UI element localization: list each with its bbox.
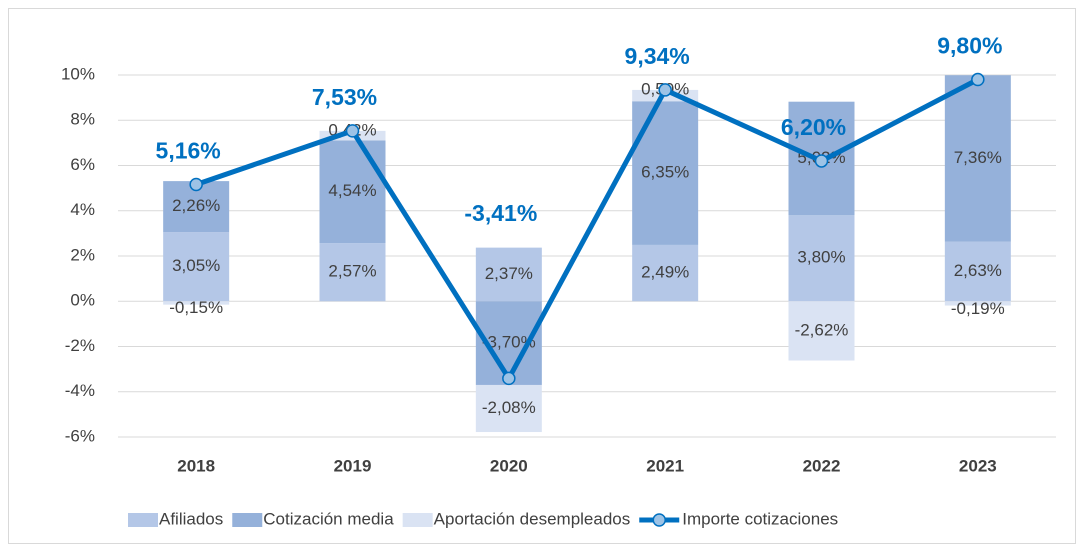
data-label: -3,70% xyxy=(482,333,536,352)
bar-segment xyxy=(788,215,855,302)
x-tick-label: 2020 xyxy=(490,456,528,475)
legend-swatch xyxy=(402,513,433,527)
line-label: -3,41% xyxy=(464,200,537,226)
y-tick-label: 10% xyxy=(61,64,95,83)
legend-label: Afiliados xyxy=(159,509,223,528)
data-label: 3,80% xyxy=(797,248,845,267)
legend-swatch xyxy=(232,513,263,527)
line-marker xyxy=(814,154,829,168)
y-tick-label: -6% xyxy=(65,426,95,445)
data-label: 2,49% xyxy=(641,263,689,282)
line-marker xyxy=(189,177,203,192)
x-tick-label: 2023 xyxy=(959,456,997,475)
line-label: 9,34% xyxy=(625,43,690,69)
bar-segment xyxy=(319,243,386,302)
y-tick-label: 8% xyxy=(70,110,95,129)
data-label: 2,26% xyxy=(172,196,220,215)
legend-marker xyxy=(652,513,666,527)
data-label: -0,19% xyxy=(951,299,1005,318)
data-label: 6,35% xyxy=(641,163,689,182)
data-label: 4,54% xyxy=(328,181,376,200)
x-tick-label: 2018 xyxy=(177,456,215,475)
line-marker xyxy=(502,371,516,386)
bar-segment xyxy=(632,101,699,245)
line-label: 5,16% xyxy=(156,138,221,164)
bar-segment xyxy=(319,140,386,244)
y-tick-label: 0% xyxy=(70,291,95,310)
data-label: -0,15% xyxy=(169,298,223,317)
data-label: 2,37% xyxy=(485,264,533,283)
x-tick-label: 2021 xyxy=(646,456,684,475)
x-tick-label: 2022 xyxy=(803,456,841,475)
data-label: -2,08% xyxy=(482,398,536,417)
bar-segment xyxy=(475,384,542,433)
data-label: 2,63% xyxy=(954,261,1002,280)
y-tick-label: -2% xyxy=(65,336,95,355)
data-label: 2,57% xyxy=(328,262,376,281)
data-label: -2,62% xyxy=(795,320,849,339)
data-label: 3,05% xyxy=(172,256,220,275)
bar-segment xyxy=(944,75,1011,242)
line xyxy=(195,77,979,381)
bar-segment xyxy=(944,241,1011,302)
line-label: 9,80% xyxy=(937,33,1002,59)
legend-swatch xyxy=(128,513,158,527)
bar-segment xyxy=(163,301,230,305)
line-marker xyxy=(345,124,360,138)
line-label: 7,53% xyxy=(312,84,377,110)
bar-segment xyxy=(163,232,230,302)
legend-label: Cotización media xyxy=(263,509,394,528)
line-label: 6,20% xyxy=(781,114,846,140)
bar-segment xyxy=(632,244,699,302)
y-tick-label: -4% xyxy=(65,381,95,400)
bar-segment xyxy=(944,301,1011,306)
x-tick-label: 2019 xyxy=(334,456,372,475)
line-marker xyxy=(658,83,672,97)
legend-label: Importe cotizaciones xyxy=(682,509,838,528)
bar-segment xyxy=(788,301,855,361)
bar-segment xyxy=(475,247,542,302)
y-tick-label: 2% xyxy=(70,245,95,264)
y-tick-label: 6% xyxy=(70,155,95,174)
data-label: 7,36% xyxy=(954,148,1002,167)
y-tick-label: 4% xyxy=(70,200,95,219)
line-marker xyxy=(971,72,985,87)
legend-label: Aportación desempleados xyxy=(434,509,631,528)
